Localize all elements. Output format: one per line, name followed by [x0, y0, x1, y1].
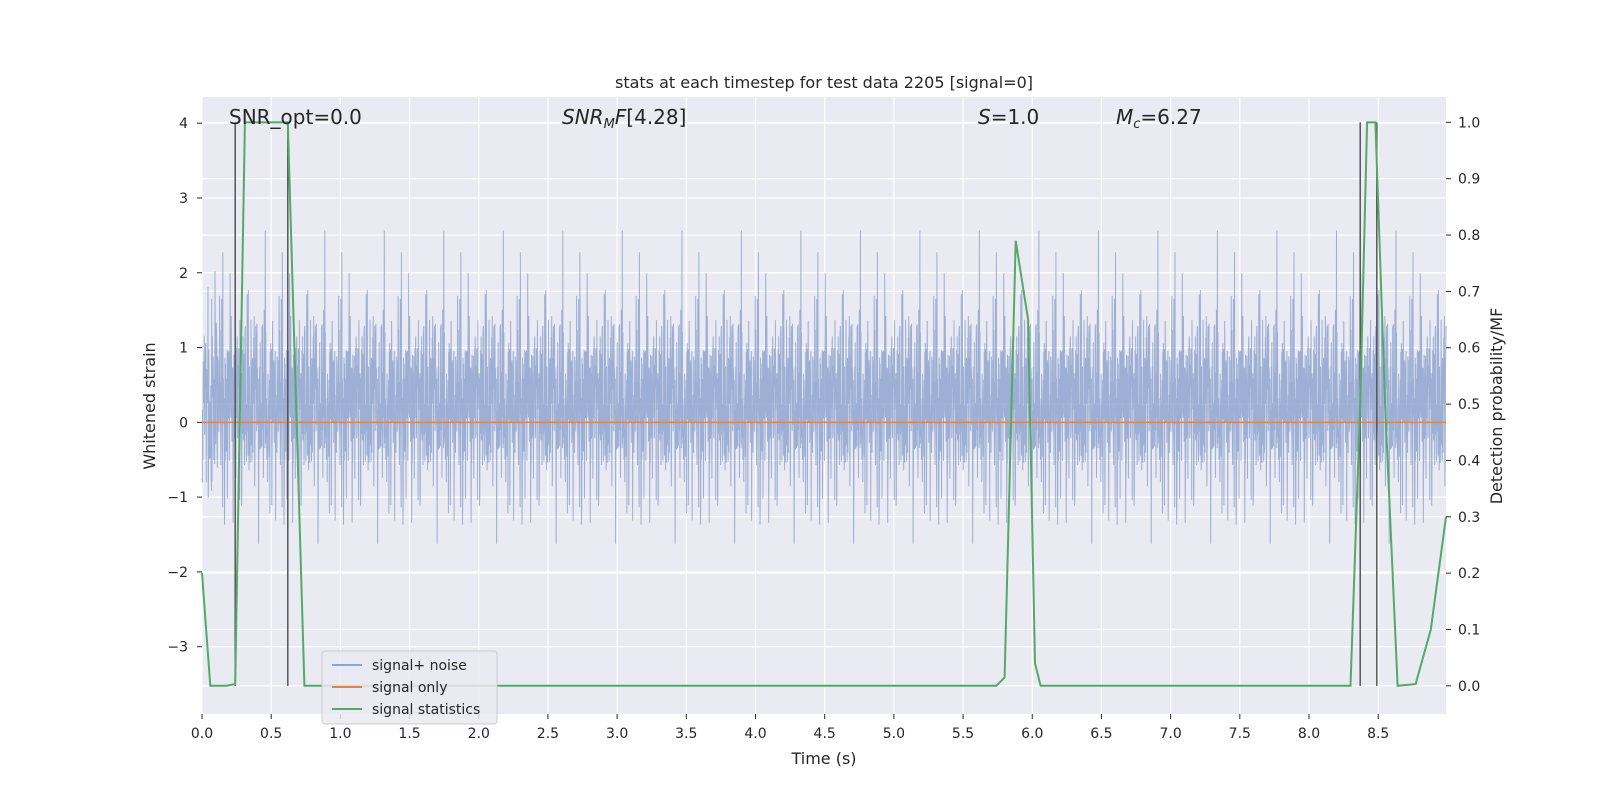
x-tick-label: 5.5: [952, 726, 974, 742]
x-tick-label: 1.5: [398, 726, 420, 742]
annotation-s: S=1.0: [978, 105, 1039, 129]
x-tick-label: 2.0: [468, 726, 490, 742]
x-tick-label: 8.5: [1367, 726, 1389, 742]
y-left-tick-label: −2: [167, 565, 188, 581]
y-right-tick-label: 0.9: [1458, 172, 1480, 188]
annotation-mc: Mc=6.27: [1116, 105, 1202, 132]
x-tick-label: 5.0: [883, 726, 905, 742]
x-tick-label: 7.5: [1229, 726, 1251, 742]
chart-title: stats at each timestep for test data 220…: [615, 73, 1033, 92]
y-left-tick-label: 1: [179, 341, 188, 357]
x-tick-label: 3.5: [675, 726, 697, 742]
legend-label-stats: signal statistics: [372, 702, 480, 718]
y-axis-right-ticks: 0.0 0.1 0.2 0.3 0.4 0.5 0.6 0.7 0.8 0.9 1.0: [1446, 115, 1480, 695]
x-tick-label: 3.0: [606, 726, 628, 742]
y-left-tick-label: 3: [179, 191, 188, 207]
y-right-tick-label: 0.3: [1458, 510, 1480, 526]
series-signal-statistics: [201, 121, 1447, 687]
x-tick-label: 7.0: [1159, 726, 1181, 742]
y-left-tick-label: 4: [179, 116, 188, 132]
y-right-tick-label: 0.8: [1458, 228, 1480, 244]
stats-line: [201, 121, 1447, 687]
legend-label-signal: signal only: [372, 680, 447, 696]
x-tick-label: 6.0: [1021, 726, 1043, 742]
y-axis-right-label: Detection probability/MF: [1487, 308, 1506, 505]
series-signal-noise: [201, 230, 1447, 544]
y-right-tick-label: 0.6: [1458, 341, 1480, 357]
y-left-tick-label: −1: [167, 490, 188, 506]
y-right-tick-label: 0.7: [1458, 284, 1480, 300]
x-tick-label: 2.5: [537, 726, 559, 742]
annotation-mc-value: =6.27: [1140, 105, 1201, 129]
y-right-tick-label: 1.0: [1458, 115, 1480, 131]
x-tick-label: 8.0: [1298, 726, 1320, 742]
y-axis-left-ticks: −3 −2 −1 0 1 2 3 4: [167, 116, 202, 656]
y-right-tick-label: 0.0: [1458, 679, 1480, 695]
x-tick-label: 6.5: [1090, 726, 1112, 742]
x-axis-ticks: 0.0 0.5 1.0 1.5 2.0 2.5 3.0 3.5 4.0 4.5 5.0 5.5 6.0 6…: [191, 714, 1389, 742]
annotation-snr-opt: SNR_opt=0.0: [229, 105, 362, 129]
y-left-tick-label: 0: [179, 415, 188, 431]
y-left-tick-label: −3: [167, 640, 188, 656]
x-tick-label: 4.5: [814, 726, 836, 742]
x-tick-label: 0.5: [260, 726, 282, 742]
y-left-tick-label: 2: [179, 266, 188, 282]
x-tick-label: 0.0: [191, 726, 213, 742]
legend-box: [321, 650, 498, 725]
y-right-tick-label: 0.5: [1458, 397, 1480, 413]
annotation-s-value: =1.0: [991, 105, 1040, 129]
y-axis-left-label: Whitened strain: [140, 342, 159, 469]
y-right-tick-label: 0.2: [1458, 566, 1480, 582]
annotation-snr-mf: SNRMF[4.28]: [562, 105, 686, 132]
noise-line: [201, 230, 1447, 544]
y-right-tick-label: 0.1: [1458, 622, 1480, 638]
x-tick-label: 4.0: [744, 726, 766, 742]
x-axis-label: Time (s): [790, 749, 856, 768]
x-tick-label: 1.0: [329, 726, 351, 742]
legend: signal+ noise signal only signal statist…: [321, 650, 498, 725]
legend-label-noise: signal+ noise: [372, 658, 467, 674]
annotation-snr-mf-value: [4.28]: [626, 105, 686, 129]
y-right-tick-label: 0.4: [1458, 453, 1480, 469]
